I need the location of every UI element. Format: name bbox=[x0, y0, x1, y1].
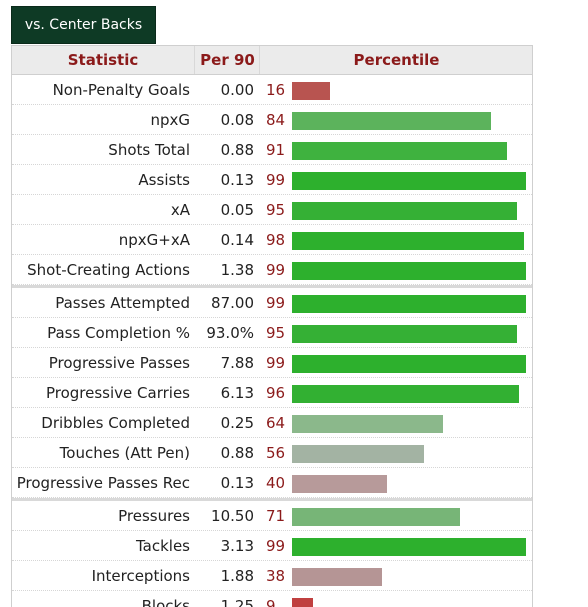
per90-value: 0.05 bbox=[220, 201, 254, 219]
per90-value: 7.88 bbox=[220, 354, 254, 372]
per90-value: 0.25 bbox=[220, 414, 254, 432]
per90-value: 1.38 bbox=[220, 261, 254, 279]
per90-value: 0.08 bbox=[220, 111, 254, 129]
stat-name: Shots Total bbox=[108, 141, 190, 159]
stat-name: Blocks bbox=[141, 597, 190, 607]
table-row: Progressive Passes 7.88 99 bbox=[12, 348, 532, 378]
header-statistic[interactable]: Statistic bbox=[67, 51, 139, 69]
percentile-bar bbox=[292, 142, 507, 160]
table-row: Assists 0.13 99 bbox=[12, 165, 532, 195]
per90-value: 0.88 bbox=[220, 141, 254, 159]
stat-name: Progressive Passes bbox=[48, 354, 190, 372]
percentile-value: 99 bbox=[266, 171, 286, 189]
per90-value: 3.13 bbox=[220, 537, 254, 555]
stat-name: Interceptions bbox=[91, 567, 190, 585]
percentile-value: 9 bbox=[266, 597, 276, 607]
percentile-value: 64 bbox=[266, 414, 286, 432]
stat-name: Passes Attempted bbox=[55, 294, 190, 312]
per90-value: 0.13 bbox=[220, 474, 254, 492]
stat-name: Touches (Att Pen) bbox=[59, 444, 190, 462]
stat-name: xA bbox=[170, 201, 190, 219]
percentile-bar bbox=[292, 82, 330, 100]
stat-name: Progressive Carries bbox=[45, 384, 190, 402]
table-row: Progressive Passes Rec 0.13 40 bbox=[12, 468, 532, 498]
percentile-value: 84 bbox=[266, 111, 286, 129]
percentile-value: 16 bbox=[266, 81, 286, 99]
table-row: Pass Completion % 93.0% 95 bbox=[12, 318, 532, 348]
percentile-bar bbox=[292, 475, 387, 493]
per90-value: 0.00 bbox=[220, 81, 254, 99]
percentile-value: 38 bbox=[266, 567, 286, 585]
percentile-bar bbox=[292, 112, 491, 130]
percentile-bar bbox=[292, 172, 526, 190]
percentile-value: 91 bbox=[266, 141, 286, 159]
per90-value: 87.00 bbox=[211, 294, 254, 312]
table-row: Shots Total 0.88 91 bbox=[12, 135, 532, 165]
percentile-value: 40 bbox=[266, 474, 286, 492]
table-row: Passes Attempted 87.00 99 bbox=[12, 288, 532, 318]
percentile-value: 99 bbox=[266, 537, 286, 555]
per90-value: 1.88 bbox=[220, 567, 254, 585]
percentile-bar bbox=[292, 325, 517, 343]
table-row: npxG 0.08 84 bbox=[12, 105, 532, 135]
percentile-bar bbox=[292, 232, 524, 250]
percentile-value: 71 bbox=[266, 507, 286, 525]
per90-value: 1.25 bbox=[220, 597, 254, 607]
per90-value: 93.0% bbox=[206, 324, 254, 342]
percentile-value: 99 bbox=[266, 261, 286, 279]
per90-value: 6.13 bbox=[220, 384, 254, 402]
table-row: Non-Penalty Goals 0.00 16 bbox=[12, 75, 532, 105]
table-header: Statistic Per 90 Percentile bbox=[12, 45, 532, 75]
tab-vs-center-backs[interactable]: vs. Center Backs bbox=[11, 6, 156, 44]
percentile-bar bbox=[292, 538, 526, 556]
stat-name: Pass Completion % bbox=[47, 324, 190, 342]
group-separator bbox=[12, 285, 532, 288]
percentile-value: 98 bbox=[266, 231, 286, 249]
stat-name: Pressures bbox=[118, 507, 190, 525]
per90-value: 0.14 bbox=[220, 231, 254, 249]
per90-value: 10.50 bbox=[211, 507, 254, 525]
percentile-value: 99 bbox=[266, 294, 286, 312]
percentile-bar bbox=[292, 568, 382, 586]
group-separator bbox=[12, 498, 532, 501]
stat-name: npxG bbox=[150, 111, 190, 129]
table-row: Interceptions 1.88 38 bbox=[12, 561, 532, 591]
header-percentile[interactable]: Percentile bbox=[259, 46, 532, 74]
percentile-value: 95 bbox=[266, 324, 286, 342]
table-row: Pressures 10.50 71 bbox=[12, 501, 532, 531]
stat-name: Shot-Creating Actions bbox=[27, 261, 190, 279]
stat-name: Tackles bbox=[135, 537, 190, 555]
table-row: Blocks 1.25 9 bbox=[12, 591, 532, 607]
table-row: Tackles 3.13 99 bbox=[12, 531, 532, 561]
percentile-bar bbox=[292, 445, 424, 463]
percentile-bar bbox=[292, 598, 313, 607]
stat-name: Non-Penalty Goals bbox=[52, 81, 190, 99]
stat-name: npxG+xA bbox=[118, 231, 190, 249]
percentile-value: 95 bbox=[266, 201, 286, 219]
percentile-value: 96 bbox=[266, 384, 286, 402]
percentile-bar bbox=[292, 262, 526, 280]
percentile-bar bbox=[292, 202, 517, 220]
stat-name: Assists bbox=[138, 171, 190, 189]
header-per90[interactable]: Per 90 bbox=[194, 46, 260, 74]
table-row: Progressive Carries 6.13 96 bbox=[12, 378, 532, 408]
percentile-value: 56 bbox=[266, 444, 286, 462]
percentile-value: 99 bbox=[266, 354, 286, 372]
percentile-bar bbox=[292, 385, 519, 403]
stat-name: Progressive Passes Rec bbox=[16, 474, 190, 492]
per90-value: 0.13 bbox=[220, 171, 254, 189]
percentile-bar bbox=[292, 415, 443, 433]
percentile-table: Statistic Per 90 Percentile Non-Penalty … bbox=[11, 45, 533, 607]
percentile-bar bbox=[292, 508, 460, 526]
per90-value: 0.88 bbox=[220, 444, 254, 462]
table-row: Shot-Creating Actions 1.38 99 bbox=[12, 255, 532, 285]
percentile-bar bbox=[292, 295, 526, 313]
table-row: Touches (Att Pen) 0.88 56 bbox=[12, 438, 532, 468]
stat-name: Dribbles Completed bbox=[41, 414, 190, 432]
percentile-bar bbox=[292, 355, 526, 373]
table-row: xA 0.05 95 bbox=[12, 195, 532, 225]
table-row: Dribbles Completed 0.25 64 bbox=[12, 408, 532, 438]
table-row: npxG+xA 0.14 98 bbox=[12, 225, 532, 255]
